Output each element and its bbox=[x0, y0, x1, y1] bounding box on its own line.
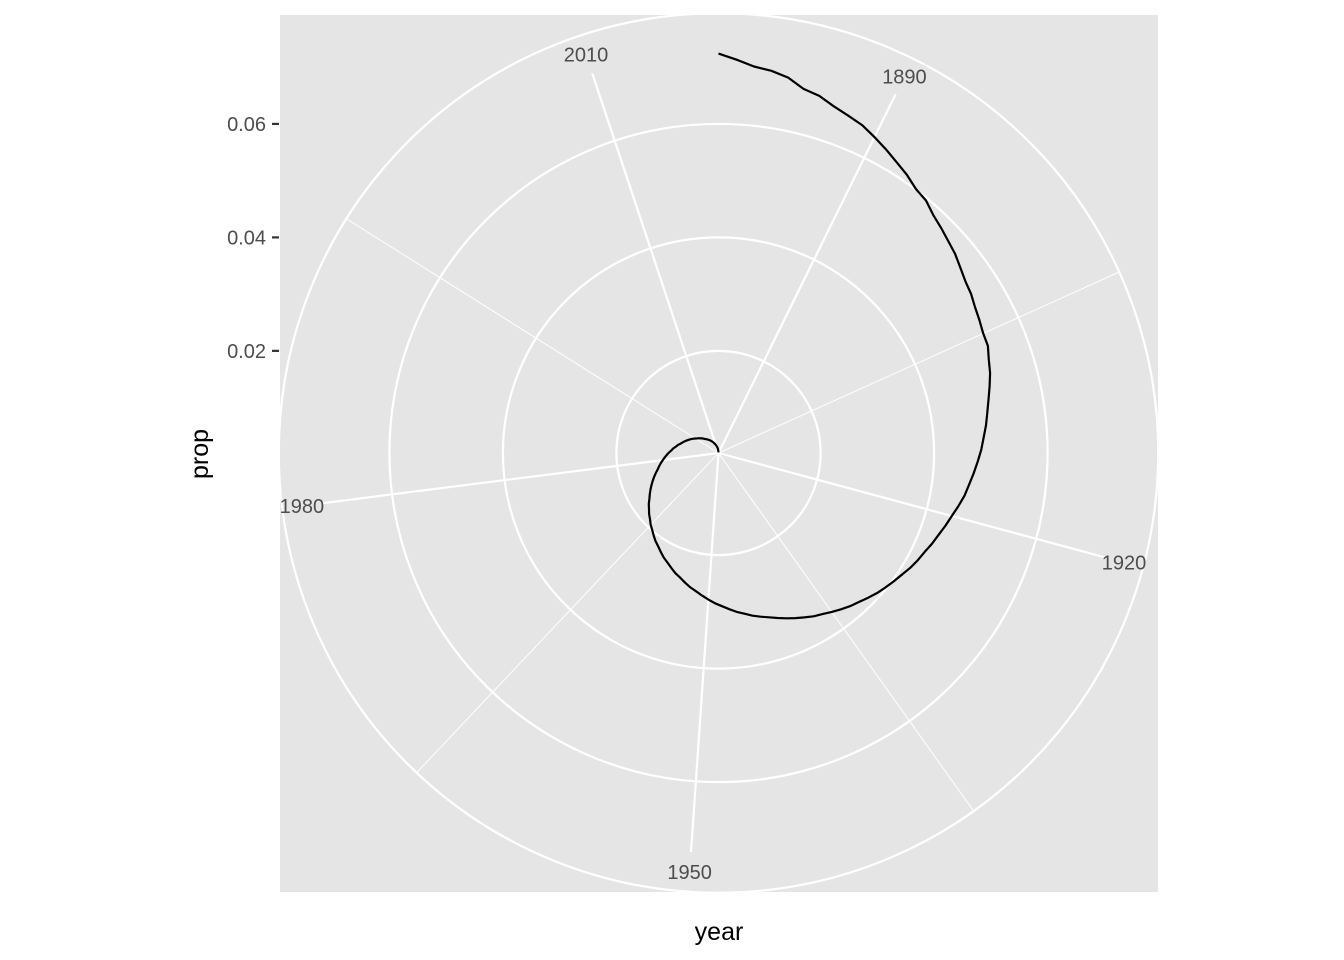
minor-grid bbox=[345, 218, 1120, 812]
radial-gridline bbox=[689, 452, 720, 853]
series-layer bbox=[647, 52, 992, 620]
r-tick-label: 0.06 bbox=[227, 114, 266, 136]
r-tick-label: 0.02 bbox=[227, 341, 266, 363]
theta-tick-labels: 1890 1920 1950 1980 2010 bbox=[280, 44, 1147, 884]
minor-radial-gridline bbox=[345, 218, 719, 454]
theta-tick-label: 1950 bbox=[667, 862, 712, 884]
minor-radial-gridline bbox=[718, 271, 1120, 454]
x-axis-title: year bbox=[695, 918, 744, 946]
theta-tick-label: 1890 bbox=[882, 66, 927, 88]
outer-circle-gridline bbox=[277, 12, 1160, 894]
minor-radial-gridline bbox=[718, 452, 975, 812]
major-grid bbox=[277, 12, 1160, 894]
circular-gridline bbox=[615, 349, 822, 557]
radial-gridline bbox=[717, 93, 897, 454]
series-line bbox=[647, 52, 992, 620]
r-tick-label: 0.04 bbox=[227, 227, 266, 249]
radial-gridline bbox=[321, 451, 719, 505]
theta-tick-label: 1980 bbox=[280, 496, 325, 518]
y-axis-title: prop bbox=[186, 429, 214, 479]
theta-tick-label: 2010 bbox=[564, 44, 609, 66]
r-axis: 0.02 0.04 0.06 bbox=[227, 114, 279, 363]
radial-gridline bbox=[591, 73, 720, 454]
radial-gridline bbox=[718, 451, 1105, 559]
theta-tick-label: 1920 bbox=[1102, 552, 1147, 574]
circular-gridline bbox=[388, 122, 1049, 784]
circular-gridline bbox=[501, 236, 936, 670]
minor-radial-gridline bbox=[416, 452, 719, 774]
